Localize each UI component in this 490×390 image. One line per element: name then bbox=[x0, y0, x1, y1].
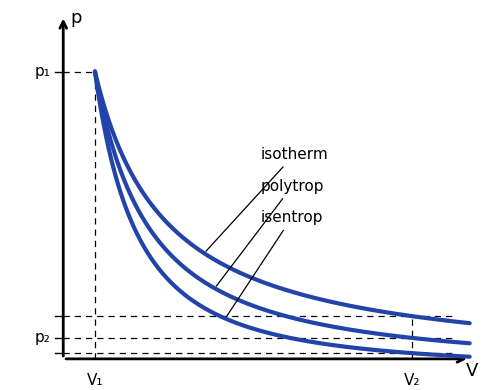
Text: p₁: p₁ bbox=[35, 64, 50, 79]
Text: V: V bbox=[466, 362, 478, 381]
Text: isentrop: isentrop bbox=[227, 210, 323, 316]
Text: polytrop: polytrop bbox=[217, 179, 324, 286]
Text: p: p bbox=[70, 9, 82, 27]
Text: isotherm: isotherm bbox=[206, 147, 328, 251]
Text: p₂: p₂ bbox=[35, 330, 50, 346]
Text: V₂: V₂ bbox=[404, 373, 420, 388]
Text: V₁: V₁ bbox=[87, 373, 103, 388]
